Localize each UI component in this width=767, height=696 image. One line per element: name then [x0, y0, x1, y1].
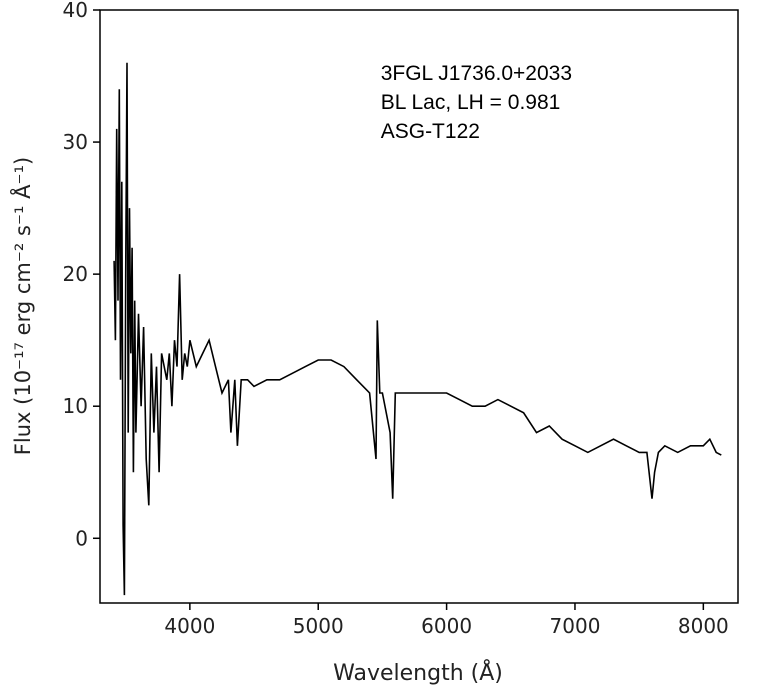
- x-tick-label: 7000: [550, 614, 601, 638]
- annotation: BL Lac, LH = 0.981: [381, 91, 561, 114]
- annotation: ASG-T122: [381, 120, 480, 143]
- y-tick-label: 30: [63, 130, 88, 154]
- y-tick-label: 20: [63, 262, 88, 286]
- y-tick-label: 0: [75, 526, 88, 550]
- y-tick-label: 10: [63, 394, 88, 418]
- x-axis-label: Wavelength (Å): [333, 659, 503, 686]
- x-tick-label: 5000: [293, 614, 344, 638]
- annotation: 3FGL J1736.0+2033: [381, 62, 572, 85]
- y-axis-label: Flux (10⁻¹⁷ erg cm⁻² s⁻¹ Å⁻¹): [9, 157, 35, 455]
- y-tick-label: 40: [63, 0, 88, 22]
- x-tick-label: 6000: [421, 614, 472, 638]
- x-tick-label: 4000: [164, 614, 215, 638]
- plot-frame: [99, 9, 739, 604]
- x-tick-label: 8000: [678, 614, 729, 638]
- spectrum-line: [113, 62, 722, 596]
